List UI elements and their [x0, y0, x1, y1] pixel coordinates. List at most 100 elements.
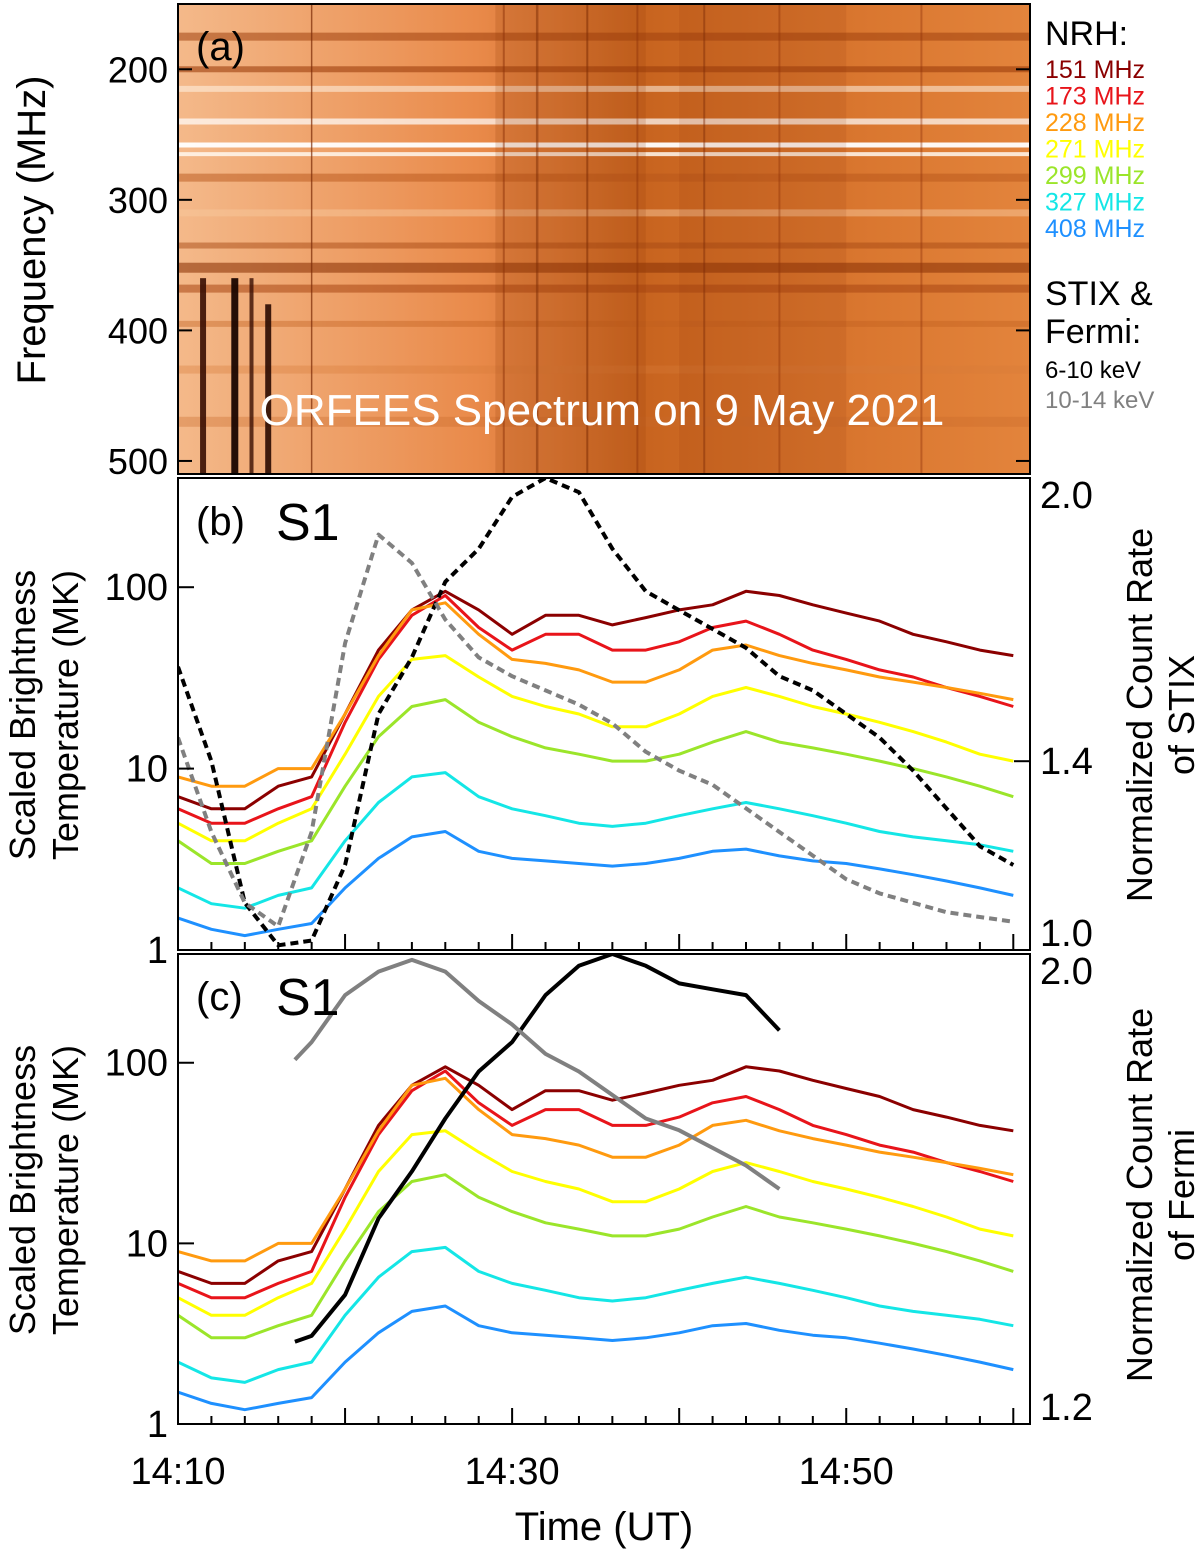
time-axis: 14:10 14:30 14:50 Time (UT) — [130, 1451, 893, 1549]
fermi-series-299-mhz — [178, 1173, 1014, 1340]
legend-nrh-item: 299 MHz — [1045, 162, 1145, 190]
spectrum-band — [178, 416, 1030, 427]
fermi-series — [178, 954, 1014, 1412]
spectrum-band — [178, 118, 1030, 125]
panel-c-source-tag: S1 — [276, 969, 340, 1027]
panel-c-label: (c) — [196, 975, 243, 1019]
stix-series-6-10-kev — [178, 478, 1015, 948]
stix-series-10-14-kev — [178, 532, 1014, 929]
stix-series-228-mhz — [178, 601, 1014, 788]
fermi-ticks: 1 10 100 1.2 2.0 — [105, 951, 1093, 1446]
stix-panel: 1 10 100 1.0 1.4 2.0 (b) S1 Scaled Brightness… — [2, 475, 1200, 972]
fermi-panel: 1 10 100 1.2 2.0 (c) S1 Scaled Brightness Te… — [2, 951, 1200, 1446]
time-axis-label: Time (UT) — [515, 1505, 693, 1549]
spectrum-y-tick-label: 500 — [108, 441, 168, 482]
spectrum-band — [178, 173, 1030, 182]
fermi-y2-axis-label-line1: Normalized Count Rate — [1119, 1008, 1160, 1382]
stix-ticks: 1 10 100 1.0 1.4 2.0 — [105, 475, 1093, 972]
spectrum-burst — [920, 4, 923, 474]
stix-series-327-mhz — [178, 771, 1014, 910]
spectrum-burst-region — [495, 4, 646, 474]
legend-xray-item: 10-14 keV — [1045, 387, 1154, 414]
stix-y2-tick-label: 1.0 — [1040, 913, 1093, 955]
spectrum-burst — [200, 278, 207, 474]
spectrum-band — [178, 209, 1030, 217]
time-axis-ticks: 14:10 14:30 14:50 — [130, 1451, 893, 1493]
legend-nrh-item: 408 MHz — [1045, 215, 1145, 243]
spectrum-burst-region — [679, 4, 847, 474]
spectrum-band — [178, 320, 1030, 327]
spectrum-burst — [636, 4, 639, 474]
spectrum-band — [178, 284, 1030, 293]
legend-nrh-item: 151 MHz — [1045, 56, 1145, 84]
spectrum-burst — [535, 4, 539, 474]
stix-frame — [177, 477, 1031, 951]
legend-xray-item: 6-10 keV — [1045, 357, 1141, 384]
fermi-y2-tick-label: 1.2 — [1040, 1387, 1093, 1429]
legend-xray-items: 6-10 keV 10-14 keV — [1045, 357, 1154, 414]
fermi-y2-axis-label-line2: of Fermi — [1161, 1129, 1200, 1261]
fermi-series-151-mhz — [178, 1065, 1014, 1285]
fermi-series-408-mhz — [178, 1304, 1014, 1412]
fermi-series-271-mhz — [178, 1129, 1014, 1317]
spectrum-band — [178, 242, 1030, 249]
legend-nrh-item: 173 MHz — [1045, 83, 1145, 111]
spectrum-burst — [265, 304, 272, 474]
fermi-series-173-mhz — [178, 1069, 1014, 1300]
stix-y2-tick-label: 1.4 — [1040, 741, 1093, 783]
legend-nrh-item: 327 MHz — [1045, 189, 1145, 217]
legend-xray-title-line1: STIX & — [1045, 275, 1153, 313]
spectrum-burst — [703, 4, 706, 474]
panel-b-source-tag: S1 — [276, 494, 340, 552]
stix-y-tick-label: 1 — [147, 930, 168, 972]
spectrum-band — [178, 365, 1030, 374]
spectrum-band — [178, 32, 1030, 41]
spectrum-frame — [177, 3, 1031, 475]
fermi-series-10-14-kev — [293, 957, 781, 1191]
legend-nrh-title: NRH: — [1045, 15, 1128, 53]
spectrum-burst — [249, 278, 254, 474]
time-axis-tick-label: 14:30 — [465, 1451, 560, 1493]
spectrum-y-tick-label: 200 — [108, 49, 168, 90]
legend-xray-title-line2: Fermi: — [1045, 313, 1141, 351]
stix-y2-axis-label-line1: Normalized Count Rate — [1119, 528, 1160, 902]
fermi-y-tick-label: 10 — [126, 1223, 168, 1265]
spectrum-band — [178, 152, 1030, 157]
spectrum-y-tick-label: 300 — [108, 180, 168, 221]
spectrum-band — [178, 262, 1030, 273]
fermi-y-tick-label: 100 — [105, 1043, 168, 1085]
stix-y-axis-label-line2: Temperature (MK) — [45, 570, 86, 860]
fermi-series-6-10-kev — [294, 954, 781, 1344]
stix-series-151-mhz — [178, 589, 1014, 811]
spectrum-band — [178, 85, 1030, 92]
spectrum-burst — [778, 4, 781, 474]
stix-series — [178, 478, 1015, 948]
fermi-y2-tick-label: 2.0 — [1040, 951, 1093, 993]
legend-nrh-item: 228 MHz — [1045, 109, 1145, 137]
spectrum-y-ticks: 200 300 400 500 — [108, 49, 1030, 482]
stix-y-axis-label-line1: Scaled Brightness — [2, 570, 43, 860]
fermi-frame — [177, 953, 1031, 1425]
spectrum-background — [178, 4, 1030, 474]
spectrum-burst — [310, 4, 313, 474]
stix-series-408-mhz — [178, 830, 1014, 938]
stix-y-tick-label: 10 — [126, 749, 168, 791]
panel-a-label: (a) — [196, 25, 245, 69]
spectrum-band — [178, 66, 1030, 73]
spectrum-y-tick-label: 400 — [108, 310, 168, 351]
fermi-y-axis-label-line1: Scaled Brightness — [2, 1045, 43, 1335]
spectrum-bands — [178, 4, 1030, 474]
spectrum-panel: 200 300 400 500 (a) ORFEES Spectrum on 9 Ma… — [10, 3, 1031, 482]
spectrum-title: ORFEES Spectrum on 9 May 2021 — [260, 386, 945, 435]
spectrum-burst — [502, 4, 505, 474]
stix-series-173-mhz — [178, 594, 1014, 825]
panel-b-label: (b) — [196, 500, 245, 544]
stix-series-299-mhz — [178, 698, 1014, 865]
fermi-y-tick-label: 1 — [147, 1404, 168, 1446]
spectrum-burst — [586, 4, 589, 474]
time-axis-tick-label: 14:10 — [130, 1451, 225, 1493]
spectrum-burst — [231, 278, 239, 474]
